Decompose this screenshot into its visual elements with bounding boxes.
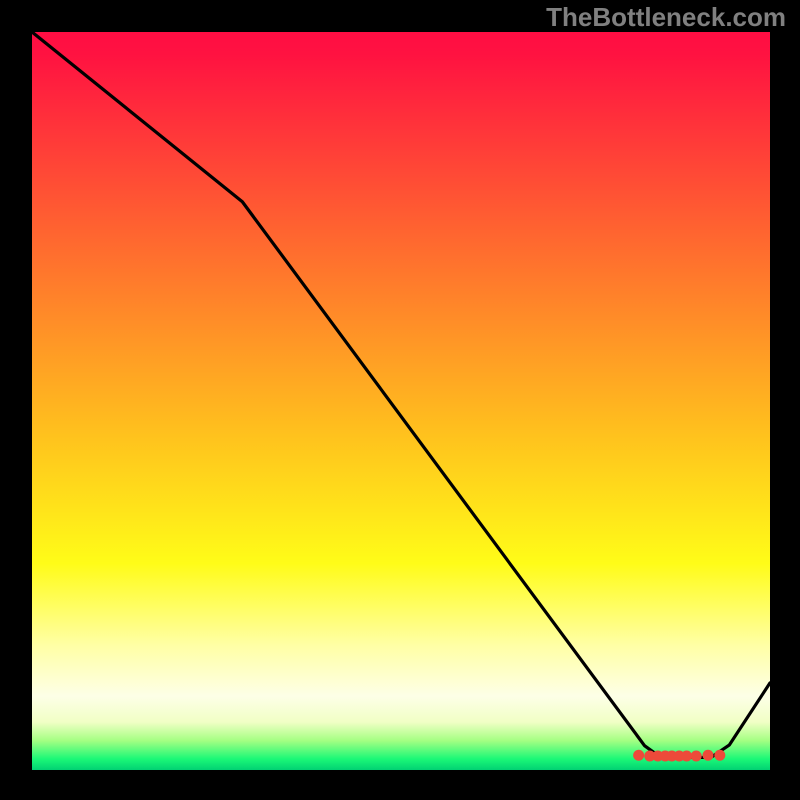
attribution-text: TheBottleneck.com <box>546 2 786 33</box>
chart-plot-area <box>32 32 770 770</box>
chart-container: TheBottleneck.com <box>0 0 800 800</box>
